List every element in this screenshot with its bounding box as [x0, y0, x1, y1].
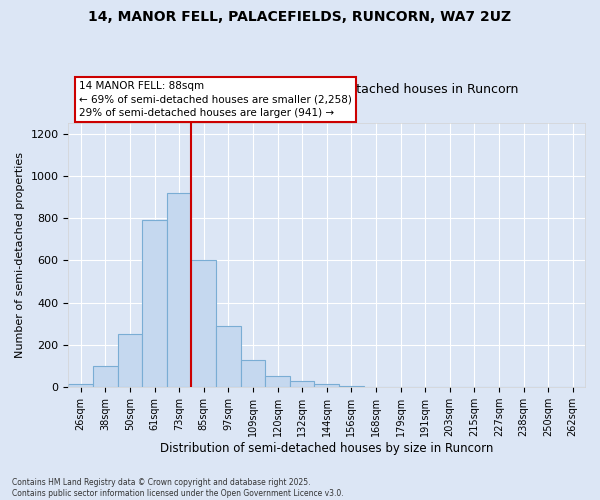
Bar	[290, 381, 314, 387]
X-axis label: Distribution of semi-detached houses by size in Runcorn: Distribution of semi-detached houses by …	[160, 442, 493, 455]
Bar	[265, 376, 290, 387]
Bar	[339, 386, 364, 387]
Bar	[191, 260, 216, 387]
Bar	[93, 366, 118, 387]
Text: 14 MANOR FELL: 88sqm
← 69% of semi-detached houses are smaller (2,258)
29% of se: 14 MANOR FELL: 88sqm ← 69% of semi-detac…	[79, 82, 352, 118]
Bar	[68, 384, 93, 387]
Bar	[560, 386, 585, 387]
Title: Size of property relative to semi-detached houses in Runcorn: Size of property relative to semi-detach…	[135, 82, 518, 96]
Bar	[216, 326, 241, 387]
Text: 14, MANOR FELL, PALACEFIELDS, RUNCORN, WA7 2UZ: 14, MANOR FELL, PALACEFIELDS, RUNCORN, W…	[88, 10, 512, 24]
Text: Contains HM Land Registry data © Crown copyright and database right 2025.
Contai: Contains HM Land Registry data © Crown c…	[12, 478, 344, 498]
Bar	[314, 384, 339, 387]
Bar	[241, 360, 265, 387]
Bar	[167, 193, 191, 387]
Bar	[118, 334, 142, 387]
Y-axis label: Number of semi-detached properties: Number of semi-detached properties	[15, 152, 25, 358]
Bar	[142, 220, 167, 387]
